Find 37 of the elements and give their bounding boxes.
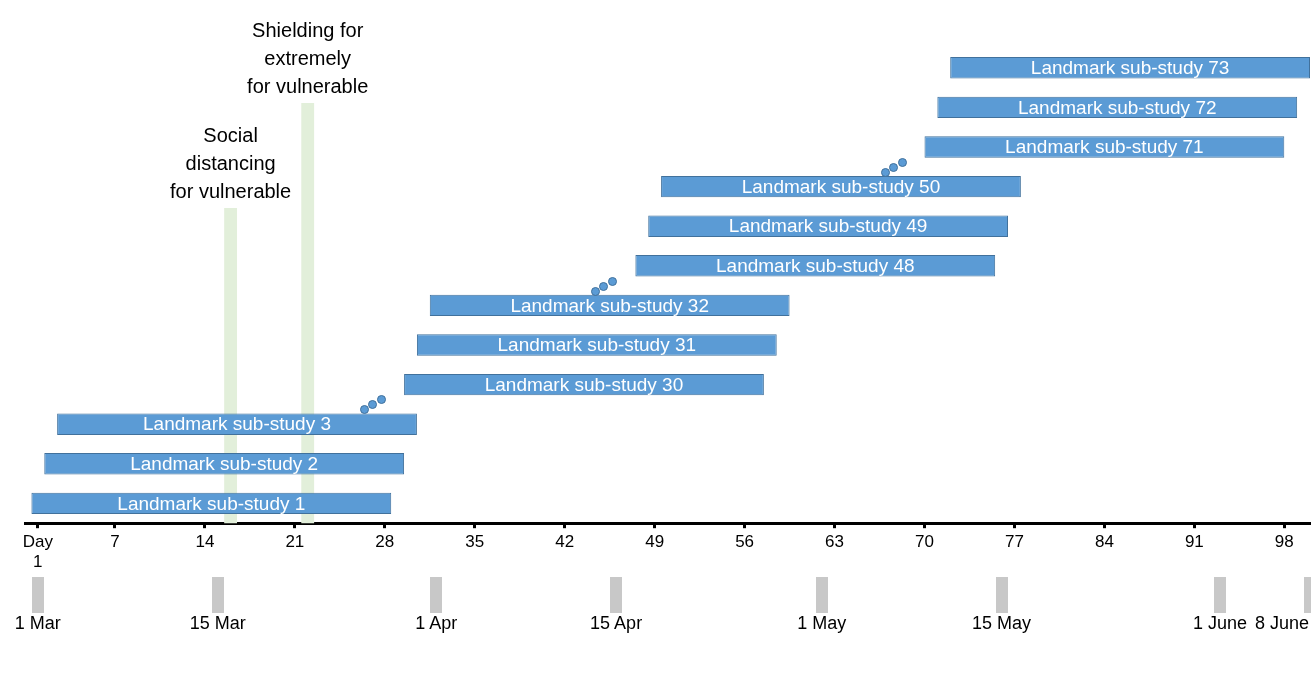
data-label: Landmark sub-study 3 <box>143 413 332 435</box>
x-tick-label: 70 <box>915 532 934 552</box>
x-tick-label: 56 <box>735 532 755 552</box>
x-tick-label: 28 <box>375 532 395 552</box>
x-tick-label: 63 <box>825 532 845 552</box>
x2-tick-label: 1 June <box>1193 612 1248 633</box>
x-tick-label: 14 <box>195 532 215 552</box>
x-tick-label: 7 <box>110 532 120 552</box>
x-tick-label: 21 <box>285 532 305 552</box>
x-tick-label: 84 <box>1094 532 1114 552</box>
x-tick-label: 49 <box>645 532 665 552</box>
data-label: Landmark sub-study 30 <box>484 373 684 395</box>
data-label: Landmark sub-study 72 <box>1017 96 1217 118</box>
x-tick-label: Day 1 <box>22 532 54 572</box>
x2-tick-label: 1 Mar <box>14 612 61 633</box>
x-tick-label: 98 <box>1274 532 1294 552</box>
data-label: Landmark sub-study 49 <box>728 215 928 237</box>
x-tick-label: 91 <box>1184 532 1204 552</box>
data-label: Landmark sub-study 71 <box>1005 136 1204 158</box>
band-label: Social distancing for vulnerable <box>170 123 292 202</box>
x2-tick-label: 15 Apr <box>590 612 643 633</box>
data-label: Landmark sub-study 73 <box>1030 57 1230 79</box>
x-tick-label: 35 <box>465 532 485 552</box>
data-label: Landmark sub-study 1 <box>117 492 306 514</box>
data-label: Landmark sub-study 31 <box>497 334 697 356</box>
data-label: Landmark sub-study 50 <box>741 175 941 197</box>
x2-tick-label: 15 May <box>972 612 1032 633</box>
data-label: Landmark sub-study 2 <box>130 453 319 475</box>
x-tick-label: 77 <box>1004 532 1024 552</box>
x2-tick-label: 15 Mar <box>189 612 246 633</box>
x2-tick-label: 1 May <box>797 612 847 633</box>
x-tick-label: 42 <box>555 532 575 552</box>
x2-tick-label: 8 June <box>1254 612 1309 633</box>
data-label: Landmark sub-study 48 <box>715 255 915 277</box>
band-label: Shielding for extremely for vulnerable <box>247 18 369 97</box>
data-label: Landmark sub-study 32 <box>510 294 709 316</box>
x2-tick-label: 1 Apr <box>415 612 458 633</box>
